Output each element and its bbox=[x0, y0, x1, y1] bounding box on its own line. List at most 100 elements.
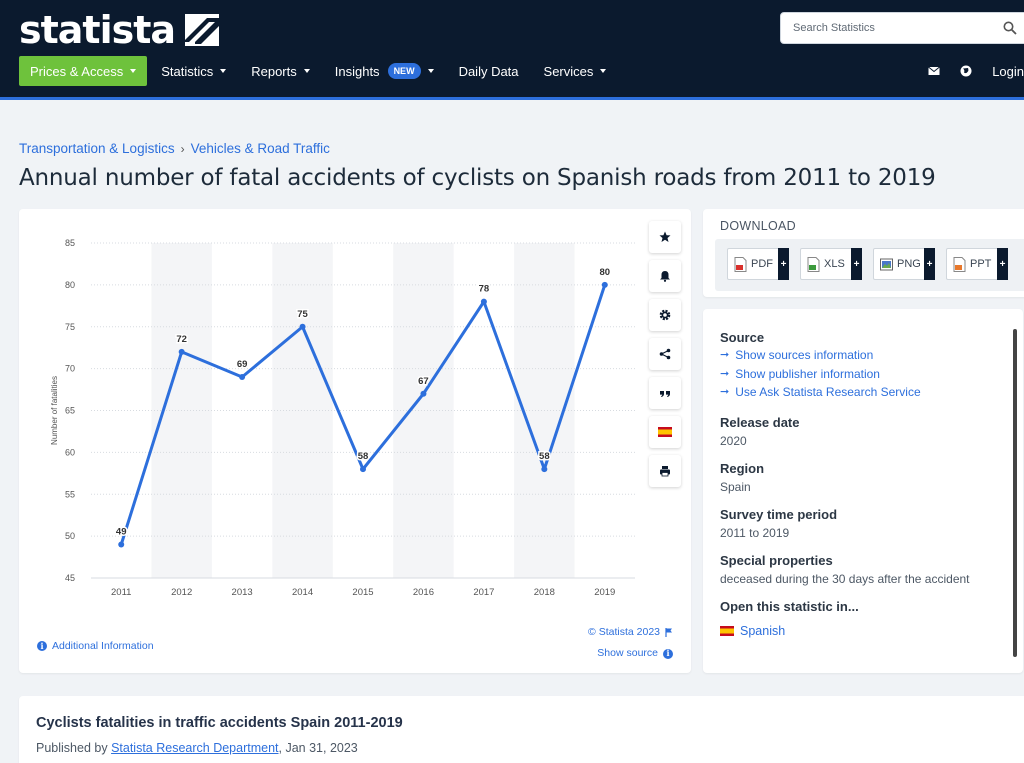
nav-label: Daily Data bbox=[458, 63, 519, 79]
publisher-link[interactable]: Statista Research Department bbox=[111, 741, 279, 755]
statistic-info-card: Source ➞ Show sources information ➞ Show p… bbox=[703, 309, 1023, 673]
special-properties-value: deceased during the 30 days after the ac… bbox=[720, 571, 970, 586]
print-button[interactable] bbox=[649, 455, 681, 487]
arrow-right-icon: ➞ bbox=[720, 386, 730, 398]
spain-flag-icon bbox=[720, 625, 734, 636]
page-title: Annual number of fatal accidents of cycl… bbox=[19, 165, 936, 191]
top-header: statista Prices & Access Statistics Repo… bbox=[0, 0, 1024, 100]
release-date-title: Release date bbox=[720, 414, 800, 430]
data-label: 78 bbox=[479, 284, 490, 295]
share-icon bbox=[659, 348, 671, 360]
arrow-right-icon: ➞ bbox=[720, 367, 730, 380]
show-source-link[interactable]: Show source i bbox=[588, 643, 673, 664]
png-file-icon bbox=[880, 258, 893, 270]
data-point bbox=[601, 281, 608, 288]
format-label: PNG bbox=[897, 258, 921, 270]
data-label: 49 bbox=[116, 527, 127, 538]
settings-button[interactable] bbox=[649, 299, 681, 331]
y-tick-label: 85 bbox=[65, 238, 75, 248]
chevron-down-icon bbox=[600, 69, 607, 73]
nav-daily-data[interactable]: Daily Data bbox=[459, 64, 519, 79]
copyright-row[interactable]: © Statista 2023 bbox=[588, 622, 673, 643]
nav-reports[interactable]: Reports bbox=[251, 64, 310, 79]
nav-services[interactable]: Services bbox=[544, 64, 607, 79]
copyright-label: © Statista 2023 bbox=[588, 626, 660, 638]
download-ppt-button[interactable]: PPT + bbox=[946, 248, 1008, 280]
gear-icon bbox=[659, 309, 671, 321]
mail-icon[interactable] bbox=[928, 65, 941, 77]
cite-button[interactable] bbox=[649, 377, 681, 409]
link-label: Spanish bbox=[740, 623, 786, 638]
published-date: , Jan 31, 2023 bbox=[278, 741, 358, 755]
download-title: DOWNLOAD bbox=[720, 219, 797, 233]
format-label: XLS bbox=[824, 258, 845, 270]
x-tick-label: 2018 bbox=[534, 587, 555, 598]
chevron-down-icon bbox=[427, 69, 434, 73]
show-publisher-link[interactable]: ➞ Show publisher information bbox=[720, 365, 1005, 384]
x-tick-label: 2019 bbox=[594, 587, 615, 598]
description-card: Cyclists fatalities in traffic accidents… bbox=[19, 696, 1024, 763]
nav-label: Prices & Access bbox=[30, 63, 124, 79]
survey-period-value: 2011 to 2019 bbox=[720, 525, 790, 540]
download-pdf-button[interactable]: PDF + bbox=[727, 248, 789, 280]
nav-statistics[interactable]: Statistics bbox=[161, 63, 227, 79]
search-icon[interactable] bbox=[1003, 21, 1017, 35]
nav-prices-access[interactable]: Prices & Access bbox=[19, 56, 148, 86]
chevron-down-icon bbox=[220, 69, 227, 73]
search-input[interactable] bbox=[793, 13, 1003, 43]
additional-information-label: Additional Information bbox=[52, 640, 154, 652]
x-tick-label: 2015 bbox=[352, 587, 373, 598]
data-point bbox=[480, 298, 487, 305]
breadcrumb-item[interactable]: Transportation & Logistics bbox=[19, 141, 175, 156]
link-label: Show publisher information bbox=[735, 366, 880, 381]
format-label: PDF bbox=[751, 258, 773, 270]
nav-label: Reports bbox=[251, 63, 297, 79]
info-content: Source ➞ Show sources information ➞ Show p… bbox=[720, 330, 1005, 653]
download-buttons: PDF + XLS + PNG + PPT + bbox=[715, 239, 1024, 291]
statista-logo[interactable]: statista bbox=[19, 8, 220, 52]
info-icon: i bbox=[663, 648, 673, 659]
main-nav: Prices & Access Statistics Reports Insig… bbox=[19, 56, 631, 86]
logo-text: statista bbox=[19, 8, 176, 52]
published-by: Published by Statista Research Departmen… bbox=[36, 741, 358, 755]
nav-label: Statistics bbox=[161, 63, 214, 79]
survey-period-section: Survey time period 2011 to 2019 bbox=[720, 507, 1005, 540]
plus-icon: + bbox=[924, 248, 935, 280]
special-properties-section: Special properties deceased during the 3… bbox=[720, 553, 1005, 586]
info-scrollbar[interactable] bbox=[1013, 329, 1017, 657]
survey-period-title: Survey time period bbox=[720, 506, 838, 522]
show-sources-link[interactable]: ➞ Show sources information bbox=[720, 346, 1005, 365]
data-point bbox=[541, 466, 548, 473]
notification-button[interactable] bbox=[649, 260, 681, 292]
chart-footer-right: © Statista 2023 Show source i bbox=[588, 622, 673, 664]
favorite-button[interactable] bbox=[649, 221, 681, 253]
open-spanish-link[interactable]: Spanish bbox=[720, 622, 1005, 641]
data-label: 58 bbox=[539, 451, 550, 462]
breadcrumb-item[interactable]: Vehicles & Road Traffic bbox=[190, 141, 330, 156]
ask-statista-link[interactable]: ➞ Use Ask Statista Research Service bbox=[720, 383, 1005, 402]
chevron-down-icon bbox=[130, 69, 137, 73]
share-button[interactable] bbox=[649, 338, 681, 370]
y-tick-label: 45 bbox=[65, 573, 75, 583]
y-tick-label: 60 bbox=[65, 447, 75, 457]
x-tick-label: 2012 bbox=[171, 587, 192, 598]
data-point bbox=[299, 323, 306, 330]
bell-icon bbox=[660, 271, 670, 282]
special-properties-title: Special properties bbox=[720, 552, 833, 568]
chevron-down-icon bbox=[303, 69, 310, 73]
additional-information-link[interactable]: i Additional Information bbox=[37, 640, 154, 652]
download-xls-button[interactable]: XLS + bbox=[800, 248, 862, 280]
region-title: Region bbox=[720, 460, 765, 476]
globe-icon[interactable] bbox=[960, 65, 972, 77]
open-statistic-section: Open this statistic in... Spanish bbox=[720, 599, 1005, 641]
download-png-button[interactable]: PNG + bbox=[873, 248, 935, 280]
login-link[interactable]: Login bbox=[992, 63, 1024, 79]
plus-icon: + bbox=[997, 248, 1008, 280]
show-source-label: Show source bbox=[597, 647, 658, 659]
x-tick-label: 2014 bbox=[292, 587, 313, 598]
language-button[interactable] bbox=[649, 416, 681, 448]
nav-insights[interactable]: Insights NEW bbox=[335, 63, 434, 79]
open-statistic-title: Open this statistic in... bbox=[720, 598, 859, 614]
x-tick-label: 2011 bbox=[111, 587, 131, 598]
search-box[interactable] bbox=[780, 12, 1024, 44]
